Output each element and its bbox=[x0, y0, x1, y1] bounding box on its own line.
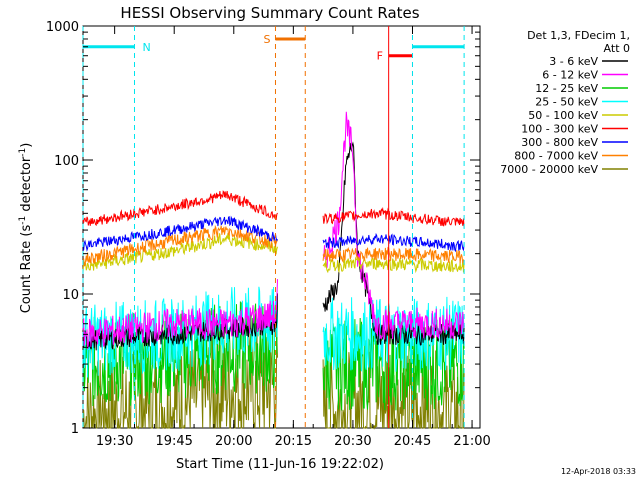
annotation-label-S: S bbox=[263, 33, 270, 46]
y-tick-label-2: 100 bbox=[54, 154, 79, 169]
y-tick-label-0: 1 bbox=[71, 422, 79, 437]
series-line-0-seg-0 bbox=[82, 293, 278, 351]
y-axis-label-part1: Count Rate (s bbox=[19, 225, 34, 314]
plot-area: N S F bbox=[82, 26, 465, 430]
series-line-2-seg-1 bbox=[322, 317, 465, 411]
series-line-6-seg-1 bbox=[322, 232, 465, 253]
x-tick-label-1: 19:45 bbox=[155, 434, 192, 449]
x-tick-label-0: 19:30 bbox=[96, 434, 133, 449]
axes: 19:30 19:45 20:00 20:15 20:30 20:45 21:00 1 10 10… bbox=[46, 20, 491, 449]
annotation-label-F: F bbox=[377, 50, 383, 63]
series-line-1-seg-1 bbox=[322, 111, 465, 340]
y-tick-label-3: 1000 bbox=[46, 20, 79, 35]
y-axis-label-part3: ) bbox=[19, 143, 34, 148]
legend-header-line2: Att 0 bbox=[604, 42, 630, 55]
legend-label-5: 100 - 300 keV bbox=[521, 123, 598, 136]
annotation-label-N: N bbox=[142, 41, 150, 54]
series-line-8-seg-0 bbox=[82, 331, 278, 430]
series-line-5-seg-0 bbox=[82, 190, 278, 227]
series-line-7-seg-0 bbox=[82, 224, 278, 267]
x-tick-label-5: 20:45 bbox=[394, 434, 431, 449]
y-axis-label-sup1: -1 bbox=[18, 216, 28, 225]
series-line-5-seg-1 bbox=[322, 206, 465, 228]
legend-label-8: 7000 - 20000 keV bbox=[500, 163, 598, 176]
legend-header-line1: Det 1,3, FDecim 1, bbox=[527, 29, 630, 42]
footer-timestamp: 12-Apr-2018 03:33 bbox=[561, 467, 636, 476]
legend-label-4: 50 - 100 keV bbox=[528, 109, 598, 122]
legend-label-0: 3 - 6 keV bbox=[549, 55, 598, 68]
x-tick-label-4: 20:30 bbox=[334, 434, 371, 449]
series-line-7-seg-1 bbox=[322, 246, 465, 264]
x-tick-label-2: 20:00 bbox=[215, 434, 252, 449]
series-line-1-seg-0 bbox=[82, 279, 278, 350]
x-tick-label-3: 20:15 bbox=[275, 434, 312, 449]
y-axis-label-part2: detector bbox=[19, 156, 34, 216]
y-tick-label-1: 10 bbox=[62, 288, 79, 303]
x-tick-label-6: 21:00 bbox=[453, 434, 490, 449]
legend-label-7: 800 - 7000 keV bbox=[514, 150, 598, 163]
series-line-0-seg-1 bbox=[322, 141, 465, 346]
legend-label-2: 12 - 25 keV bbox=[535, 82, 598, 95]
chart-title: HESSI Observing Summary Count Rates bbox=[120, 4, 419, 22]
x-axis-label: Start Time (11-Jun-16 19:22:02) bbox=[176, 457, 384, 472]
y-axis-label: Count Rate (s-1 detector-1) bbox=[18, 143, 34, 314]
legend-label-1: 6 - 12 keV bbox=[542, 69, 598, 82]
legend-label-3: 25 - 50 keV bbox=[535, 96, 598, 109]
y-axis-label-sup2: -1 bbox=[18, 148, 28, 157]
legend-label-6: 300 - 800 keV bbox=[521, 136, 598, 149]
series-line-6-seg-0 bbox=[82, 215, 278, 252]
series-line-4-seg-1 bbox=[322, 256, 465, 274]
